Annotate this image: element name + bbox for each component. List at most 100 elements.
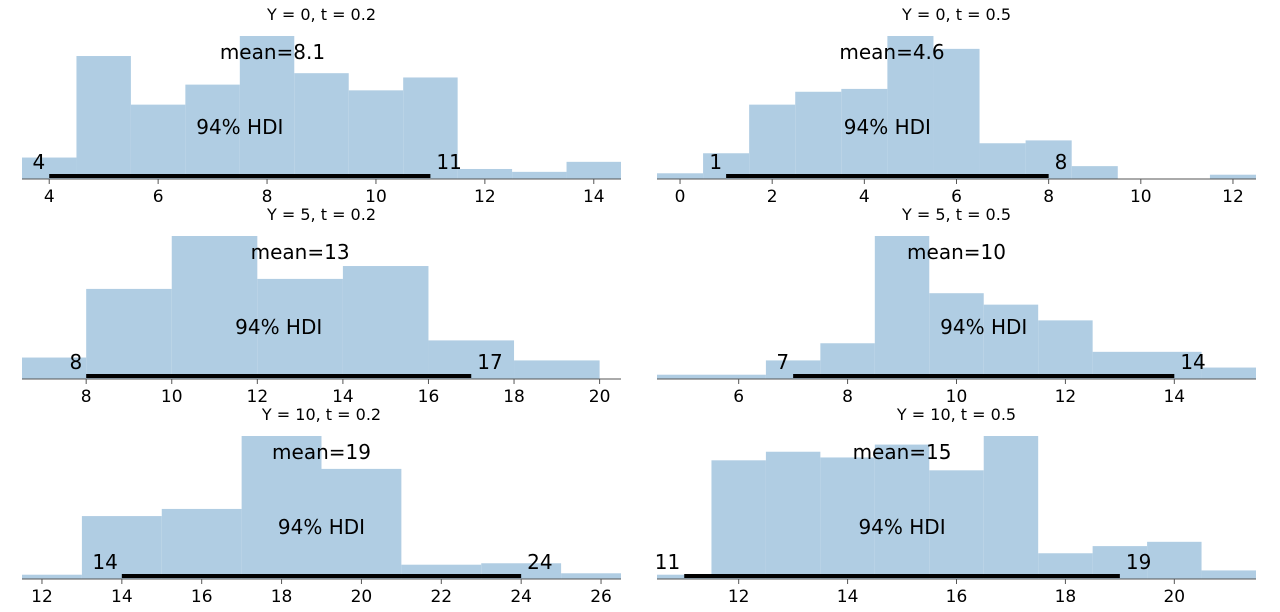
mean-label: mean=15	[853, 440, 952, 464]
x-tick-label: 18	[1055, 587, 1077, 607]
histogram-bar	[294, 73, 349, 179]
panel-title: Y = 5, t = 0.5	[901, 205, 1011, 224]
histogram-bar	[929, 470, 984, 579]
x-tick-label: 8	[81, 387, 92, 407]
histogram-bar	[874, 236, 930, 379]
hdi-low-label: 4	[32, 150, 45, 174]
hdi-label: 94% HDI	[278, 515, 365, 539]
histogram-bar	[874, 444, 930, 579]
panel-title: Y = 10, t = 0.2	[261, 405, 381, 424]
histogram-bar	[241, 436, 322, 579]
histogram-bar	[711, 460, 766, 579]
mean-label: mean=13	[251, 240, 350, 264]
hdi-high-label: 11	[436, 150, 461, 174]
panel-title: Y = 10, t = 0.5	[896, 405, 1016, 424]
x-tick-label: 10	[365, 187, 387, 207]
mean-label: mean=19	[272, 440, 371, 464]
x-tick-label: 16	[418, 387, 440, 407]
hdi-label: 94% HDI	[844, 115, 931, 139]
histogram-bar	[239, 36, 295, 179]
hdi-low-label: 8	[69, 350, 82, 374]
histogram-bar	[76, 56, 131, 179]
x-tick-label: 12	[1055, 387, 1077, 407]
histogram-bar	[933, 48, 980, 180]
histogram-bar	[1201, 367, 1256, 379]
x-tick-label: 14	[583, 187, 605, 207]
hdi-low-label: 1	[709, 150, 722, 174]
x-tick-label: 4	[44, 187, 55, 207]
x-tick-label: 14	[332, 387, 354, 407]
x-tick-label: 10	[161, 387, 183, 407]
histogram-bar	[795, 91, 842, 179]
histogram-bar	[130, 104, 186, 179]
panel-title: Y = 5, t = 0.2	[266, 205, 376, 224]
histogram-bar	[566, 161, 621, 179]
histogram-bar	[81, 516, 162, 579]
hdi-high-label: 19	[1126, 550, 1151, 574]
x-tick-label: 14	[111, 587, 133, 607]
histogram-bar	[22, 574, 82, 579]
histogram-bar	[841, 88, 888, 179]
histogram-bar	[257, 278, 343, 379]
x-tick-label: 6	[153, 187, 164, 207]
panel-3: 8 10 12 14 16 18 20 8 17 94% HDI mean=13 Y = 5, t =…	[22, 205, 621, 407]
x-tick-label: 10	[946, 387, 968, 407]
x-tick-label: 24	[510, 587, 532, 607]
histogram-bar	[348, 90, 404, 179]
panel-5: 12 14 16 18 20 22 24 26 14 24 94% HDI mean=19 Y = 10…	[22, 405, 621, 607]
histogram-bar	[321, 468, 402, 579]
x-tick-label: 20	[1163, 587, 1185, 607]
histogram-bar	[561, 573, 621, 579]
x-tick-label: 12	[31, 587, 53, 607]
histogram-bar	[1209, 174, 1256, 179]
mean-label: mean=4.6	[839, 40, 944, 64]
histogram-bar	[86, 288, 172, 379]
histogram-bar	[512, 171, 567, 179]
panel-title: Y = 0, t = 0.2	[266, 5, 376, 24]
x-tick-label: 26	[590, 587, 612, 607]
x-tick-label: 20	[589, 387, 611, 407]
histogram-bar	[185, 84, 240, 179]
hdi-low-label: 14	[92, 550, 117, 574]
histogram-bar	[1071, 166, 1118, 179]
panel-title: Y = 0, t = 0.5	[901, 5, 1011, 24]
x-tick-label: 14	[837, 587, 859, 607]
x-tick-label: 0	[675, 187, 686, 207]
hdi-label: 94% HDI	[940, 315, 1027, 339]
x-tick-label: 6	[951, 187, 962, 207]
x-tick-label: 4	[859, 187, 870, 207]
hdi-label: 94% HDI	[196, 115, 283, 139]
histogram-bar	[171, 236, 258, 379]
histogram-bar	[749, 104, 796, 179]
x-tick-label: 2	[767, 187, 778, 207]
x-tick-label: 12	[247, 387, 269, 407]
histogram-bar	[1038, 320, 1093, 379]
x-tick-label: 8	[842, 387, 853, 407]
histogram-bar	[1147, 541, 1202, 579]
hdi-low-label: 11	[655, 550, 680, 574]
x-tick-label: 12	[474, 187, 496, 207]
histogram-bar	[820, 457, 875, 579]
x-tick-label: 16	[191, 587, 213, 607]
histogram-bar	[514, 360, 600, 379]
x-tick-label: 6	[733, 387, 744, 407]
x-tick-label: 14	[1163, 387, 1185, 407]
hdi-high-label: 14	[1180, 350, 1205, 374]
mean-label: mean=10	[907, 240, 1006, 264]
panel-6: 12 14 16 18 20 11 19 94% HDI mean=15 Y = 10, t = …	[655, 405, 1256, 607]
x-tick-label: 18	[503, 387, 525, 407]
histogram-bar	[1201, 570, 1256, 579]
histogram-bar	[457, 168, 513, 179]
x-tick-label: 20	[351, 587, 373, 607]
histogram-bar	[983, 304, 1039, 379]
x-tick-label: 8	[262, 187, 273, 207]
hdi-label: 94% HDI	[235, 315, 322, 339]
panel-2: 0 2 4 6 8 10 12 1 8 94% HDI mean=4.6 Y = 0, t = 0.5	[657, 5, 1256, 207]
hdi-high-label: 8	[1055, 150, 1068, 174]
hdi-high-label: 17	[477, 350, 502, 374]
histogram-bar	[161, 508, 242, 579]
histogram-bar	[657, 173, 704, 179]
mean-label: mean=8.1	[220, 40, 325, 64]
hdi-low-label: 7	[776, 350, 789, 374]
